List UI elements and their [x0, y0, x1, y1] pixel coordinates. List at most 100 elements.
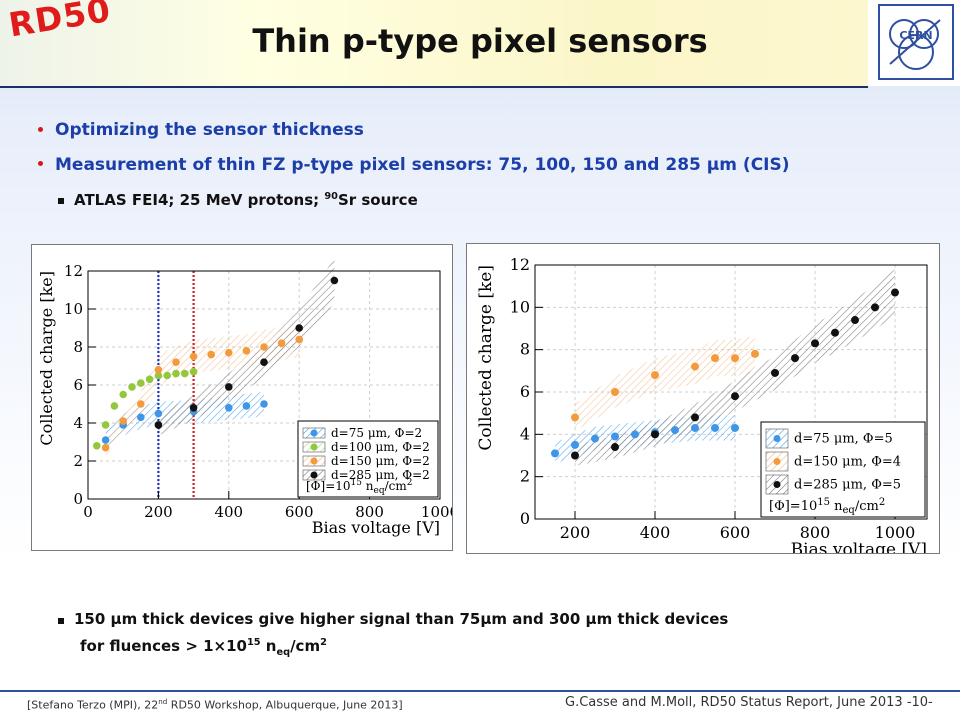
orange-data-point	[225, 348, 233, 357]
legend-note-part: [Φ]=10	[769, 499, 817, 514]
legend-note-part: eq	[843, 505, 856, 516]
legend-note-part: 2	[879, 497, 885, 508]
legend-note-part: [Φ]=10	[306, 479, 351, 493]
chart-right: 200 400 600 800 1000 0 2 4 6 8 10 12 Bias voltage [V…	[476, 255, 928, 560]
green-data-point	[145, 375, 154, 384]
black-data-point	[330, 276, 339, 285]
legend-note-part: 15	[351, 478, 363, 488]
cern-logo: CERN	[878, 4, 954, 80]
green-data-point	[128, 383, 136, 391]
blue-data-point	[101, 436, 110, 444]
conclusion-line-2: for fluences > 1×1015 neq/cm2	[80, 637, 327, 658]
x-axis-label: Bias voltage [V]	[791, 540, 927, 553]
black-data-point	[791, 354, 799, 363]
green-data-point	[93, 442, 101, 450]
black-data-point	[891, 288, 899, 297]
y-tick-label: 0	[73, 490, 83, 508]
green-data-point	[172, 369, 180, 378]
x-tick-label: 1000	[875, 523, 916, 542]
orange-data-point	[101, 443, 110, 452]
x-tick-label: 600	[285, 503, 314, 521]
blue-data-point	[711, 423, 719, 432]
legend-note-part: eq	[374, 486, 385, 496]
title-banner	[0, 0, 868, 86]
bullet-1: Optimizing the sensor thickness	[55, 120, 364, 140]
legend-note-part: n	[830, 499, 843, 514]
legend-box	[760, 421, 926, 518]
black-data-point	[851, 316, 859, 325]
legend-note-part: 2	[407, 478, 413, 488]
blue-data-point	[611, 432, 619, 441]
y-tick-label: 8	[520, 340, 530, 359]
y-tick-label: 10	[64, 300, 83, 318]
orange-data-point	[731, 354, 739, 363]
green-data-point	[154, 371, 163, 380]
x-axis-label: Bias voltage [V]	[312, 518, 440, 537]
uncertainty-band	[575, 269, 895, 466]
legend-marker	[773, 458, 781, 465]
black-data-point	[154, 421, 163, 429]
legend-label: d=150 μm, Φ=4	[794, 455, 901, 470]
bullet-dot	[38, 161, 43, 166]
orange-data-point	[277, 339, 286, 347]
green-data-point	[137, 379, 145, 387]
legend-marker	[773, 435, 781, 442]
legend-label: d=75 μm, Φ=2	[331, 426, 422, 440]
orange-data-point	[295, 335, 304, 344]
y-axis-label: Collected charge [ke]	[37, 271, 56, 446]
orange-data-point	[242, 347, 251, 355]
green-data-point	[119, 390, 127, 399]
black-data-point	[871, 303, 879, 312]
y-tick-label: 12	[64, 262, 83, 280]
y-tick-label: 0	[520, 509, 530, 528]
y-tick-label: 12	[510, 255, 530, 274]
black-data-point	[771, 368, 779, 377]
footer-citation: [Stefano Terzo (MPI), 22nd RD50 Workshop…	[27, 697, 403, 712]
footer-credit: G.Casse and M.Moll, RD50 Status Report, …	[565, 695, 933, 710]
legend-note-part: n	[362, 479, 374, 493]
orange-data-point	[189, 352, 198, 361]
blue-data-point	[260, 400, 268, 408]
black-data-point	[811, 339, 819, 348]
black-data-point	[295, 324, 304, 332]
orange-data-point	[711, 354, 719, 363]
blue-data-point	[225, 404, 233, 412]
sub-bullet-text: ATLAS FEI4; 25 MeV protons; 90Sr source	[74, 191, 418, 209]
legend-marker	[773, 481, 781, 488]
green-data-point	[181, 369, 189, 378]
uncertainty-band	[575, 335, 755, 431]
black-data-point	[651, 430, 659, 439]
legend-note: [Φ]=1015 neq/cm2	[769, 497, 885, 516]
blue-data-point	[691, 423, 699, 432]
black-data-point	[225, 383, 233, 391]
green-data-point	[101, 421, 110, 429]
legend-label: d=150 μm, Φ=2	[331, 454, 430, 468]
orange-data-point	[137, 400, 145, 408]
y-axis-label: Collected charge [ke]	[476, 265, 496, 451]
x-tick-label: 800	[800, 523, 831, 542]
legend-marker	[310, 457, 318, 465]
orange-data-point	[751, 349, 759, 358]
uncertainty-band	[105, 321, 300, 457]
sub-bullet-marker	[58, 618, 64, 624]
blue-data-point	[154, 409, 163, 418]
cern-logo-text: CERN	[899, 29, 932, 42]
black-data-point	[731, 392, 739, 401]
y-tick-label: 6	[73, 376, 83, 394]
chart-left: 0 200 400 600 800 1000 0 2 4 6 8 10 12 Bias voltage […	[37, 258, 459, 537]
green-data-point	[110, 402, 119, 410]
y-tick-label: 6	[520, 382, 530, 401]
uncertainty-band	[158, 258, 335, 436]
bullet-dot	[38, 127, 43, 132]
green-data-point	[189, 367, 198, 376]
x-tick-label: 400	[214, 503, 243, 521]
blue-data-point	[551, 449, 559, 458]
orange-data-point	[691, 362, 699, 371]
orange-data-point	[172, 358, 180, 366]
blue-data-point	[571, 440, 579, 449]
orange-data-point	[571, 413, 579, 422]
chart-panel-left: 0 200 400 600 800 1000 0 2 4 6 8 10 12 Bias voltage […	[31, 244, 459, 551]
legend-marker	[310, 443, 318, 451]
black-data-point	[571, 451, 579, 460]
sub-bullet-marker	[58, 198, 64, 204]
